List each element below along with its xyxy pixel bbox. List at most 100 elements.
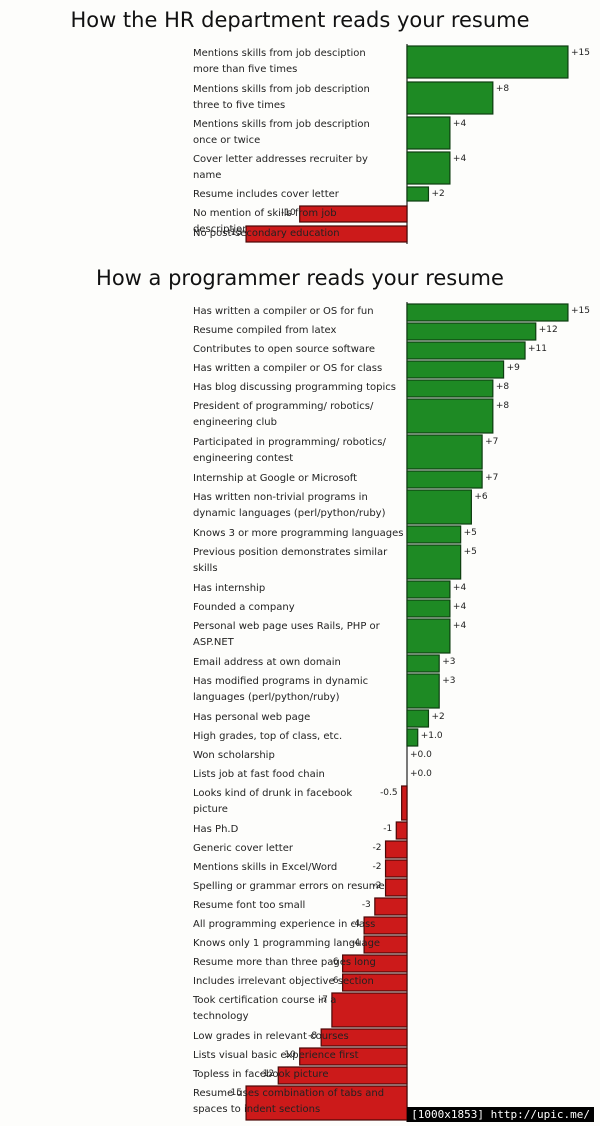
value-label: -7 — [319, 995, 328, 1005]
value-label: +8 — [496, 382, 510, 392]
value-label: +4 — [453, 602, 467, 612]
value-label: +5 — [464, 528, 477, 538]
bar — [245, 1085, 408, 1121]
category-label: Has Ph.D — [193, 824, 239, 835]
category-label: Spelling or grammar errors on resume — [193, 881, 385, 892]
category-label: Mentions skills in Excel/Word — [193, 862, 337, 873]
category-label: Resume font too small — [193, 900, 305, 911]
bar — [406, 599, 451, 618]
category-label: Has personal web page — [193, 712, 310, 723]
bar — [384, 859, 408, 878]
bar — [406, 489, 472, 525]
category-label: Cover letter addresses recruiter by name — [193, 154, 368, 181]
bar — [406, 303, 569, 322]
bar — [406, 618, 451, 654]
bar — [299, 205, 408, 223]
programmer-chart: How a programmer reads your resume +15 Has… — [96, 266, 590, 1122]
category-label: Personal web page uses Rails, PHP or ASP.… — [193, 621, 381, 648]
bar — [406, 709, 430, 728]
value-label: +7 — [485, 473, 498, 483]
value-label: +4 — [453, 583, 467, 593]
category-label: Has modified programs in dynamic language… — [193, 676, 368, 703]
value-label: +8 — [496, 84, 510, 94]
bar — [406, 341, 526, 360]
chart-title: How the HR department reads your resume — [70, 8, 529, 32]
value-label: +3 — [442, 676, 455, 686]
bar — [406, 470, 483, 489]
value-label: +4 — [453, 119, 467, 129]
bar — [331, 992, 408, 1028]
bar — [406, 434, 483, 470]
value-label: -3 — [362, 900, 371, 910]
category-label: Took certification course in a technology — [192, 995, 336, 1022]
value-label: -12 — [260, 1069, 275, 1079]
category-label: Contributes to open source software — [193, 344, 375, 355]
bar — [320, 1028, 408, 1047]
category-label: Email address at own domain — [193, 657, 341, 668]
category-label: Founded a company — [193, 602, 295, 613]
bar — [406, 544, 462, 580]
value-label: +3 — [442, 657, 455, 667]
bar — [406, 379, 494, 398]
bar — [406, 673, 440, 709]
value-label: +8 — [496, 401, 510, 411]
category-label: Mentions skills from job description thre… — [193, 84, 370, 111]
watermark: [1000x1853] http://upic.me/ — [407, 1107, 594, 1122]
value-label: -4 — [351, 938, 360, 948]
value-label: -0.5 — [380, 788, 398, 798]
bar — [406, 322, 537, 341]
category-label: Mentions skills from job description once… — [193, 119, 370, 146]
bar — [406, 81, 494, 115]
category-label: Has written a compiler or OS for fun — [193, 306, 374, 317]
value-label: -2 — [373, 881, 382, 891]
value-label: -6 — [330, 957, 339, 967]
value-label: +0.0 — [410, 769, 432, 779]
category-label: Internship at Google or Microsoft — [193, 473, 357, 484]
value-label: -8 — [308, 1031, 317, 1041]
value-label: +4 — [453, 154, 467, 164]
bar — [395, 821, 408, 840]
bar — [406, 525, 462, 544]
hr-chart: How the HR department reads your resume +… — [70, 8, 590, 244]
value-label: +12 — [539, 325, 558, 335]
value-label: +2 — [431, 712, 444, 722]
category-label: No mention of skills from job description — [193, 208, 337, 235]
bar — [401, 785, 408, 821]
value-label: +9 — [507, 363, 521, 373]
bar — [406, 398, 494, 434]
bar — [406, 45, 569, 79]
bar — [363, 935, 408, 954]
value-label: -15 — [227, 228, 242, 238]
category-label: High grades, top of class, etc. — [193, 731, 342, 742]
category-label: Participated in programming/ robotics/en… — [193, 437, 386, 464]
category-label: Mentions skills from job desciption more … — [193, 48, 366, 75]
bar — [406, 186, 430, 202]
category-label: Has blog discussing programming topics — [193, 382, 396, 393]
category-label: Lists job at fast food chain — [193, 769, 325, 780]
value-label: +6 — [474, 492, 488, 502]
value-label: +7 — [485, 437, 498, 447]
value-label: +11 — [528, 344, 547, 354]
value-label: +1.0 — [421, 731, 443, 741]
bar — [342, 973, 408, 992]
bar — [406, 728, 419, 747]
category-label: Has internship — [193, 583, 265, 594]
value-label: -1 — [383, 824, 392, 834]
bar — [299, 1047, 408, 1066]
value-label: +15 — [571, 48, 590, 58]
bar — [406, 654, 440, 673]
bar — [406, 151, 451, 185]
bar — [245, 225, 408, 243]
bar — [406, 360, 505, 379]
bar — [406, 580, 451, 599]
category-label: President of programming/ robotics/engin… — [193, 401, 374, 428]
bar — [363, 916, 408, 935]
value-label: -4 — [351, 919, 360, 929]
value-label: -2 — [373, 862, 382, 872]
category-label: Topless in facebook picture — [192, 1069, 328, 1080]
category-label: Has written a compiler or OS for class — [193, 363, 382, 374]
category-label: Resume more than three pages long — [193, 957, 376, 968]
value-label: -10 — [281, 1050, 296, 1060]
category-label: Has written non-trivial programs in dynam… — [193, 492, 386, 519]
